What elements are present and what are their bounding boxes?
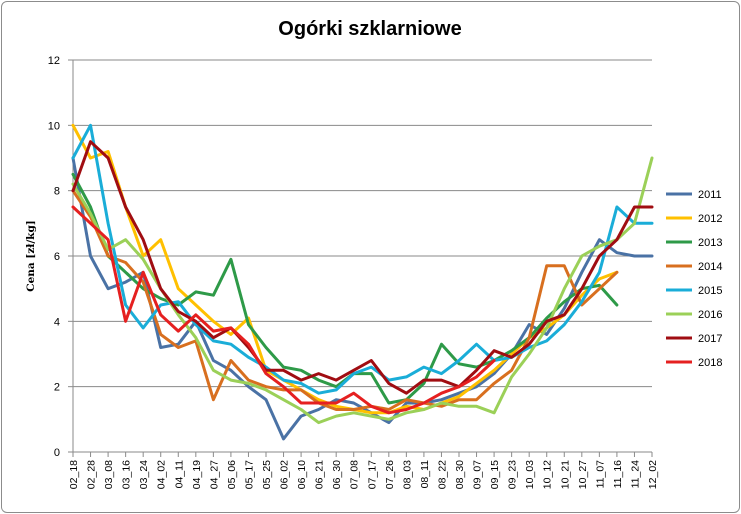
y-tick-label: 0 xyxy=(54,447,60,459)
legend-label: 2011 xyxy=(698,189,722,201)
x-tick-label: 11_16 xyxy=(612,460,624,489)
y-tick-labels: 0 2 4 6 8 10 12 xyxy=(48,55,60,459)
y-tick-label: 4 xyxy=(54,316,60,328)
x-tick-label: 11_24 xyxy=(629,460,641,489)
x-tick-label: 09_23 xyxy=(507,460,519,489)
legend-label: 2016 xyxy=(698,309,722,321)
x-tick-label: 06_21 xyxy=(314,460,326,489)
x-tick-label: 02_28 xyxy=(86,460,98,489)
series-line-2016 xyxy=(71,156,654,425)
x-tick-label: 03_24 xyxy=(138,460,150,489)
x-tick-label: 10_21 xyxy=(559,460,571,489)
chart-title: Ogórki szklarniowe xyxy=(278,18,461,40)
legend-label: 2018 xyxy=(698,357,722,369)
x-tick-label: 06_10 xyxy=(296,460,308,489)
legend-label: 2012 xyxy=(698,213,722,225)
y-tick-label: 6 xyxy=(54,251,60,263)
x-tick-label: 10_12 xyxy=(542,460,554,489)
y-axis-label: Cena [zł/kg] xyxy=(25,220,37,292)
x-tick-label: 08_03 xyxy=(401,460,413,489)
series-line-2017 xyxy=(71,140,654,395)
series-line-2013 xyxy=(71,172,619,405)
x-tick-label: 07_17 xyxy=(366,460,378,489)
y-tick-label: 2 xyxy=(54,382,60,394)
x-tick-label: 05_25 xyxy=(261,460,273,489)
x-tick-label: 04_27 xyxy=(208,460,220,489)
axes xyxy=(68,59,653,457)
x-tick-label: 07_26 xyxy=(384,460,396,489)
x-tick-label: 02_18 xyxy=(68,460,80,489)
x-tick-label: 10_27 xyxy=(577,460,589,489)
series-lines xyxy=(71,123,654,441)
y-tick-label: 12 xyxy=(48,55,60,67)
x-tick-label: 05_17 xyxy=(243,460,255,489)
series-line-2014 xyxy=(71,189,619,411)
x-tick-label: 08_11 xyxy=(419,460,431,489)
legend: 2011 2012 2013 2014 2015 2016 2017 2018 xyxy=(666,189,722,369)
x-tick-label: 09_15 xyxy=(489,460,501,489)
x-tick-label: 03_16 xyxy=(121,460,133,489)
x-tick-label: 03_08 xyxy=(103,460,115,489)
x-tick-label: 09_07 xyxy=(472,460,484,489)
x-tick-label: 12_02 xyxy=(647,460,659,489)
x-tick-label: 10_03 xyxy=(524,460,536,489)
x-tick-label: 08_30 xyxy=(454,460,466,489)
legend-label: 2015 xyxy=(698,285,722,297)
x-tick-label: 07_08 xyxy=(349,460,361,489)
y-tick-label: 10 xyxy=(48,120,60,132)
x-tick-label: 11_07 xyxy=(594,460,606,489)
series-line-2018 xyxy=(71,205,496,415)
x-tick-label: 04_11 xyxy=(173,460,185,489)
x-tick-labels: 02_18 02_28 03_08 03_16 03_24 04_02 04_11 04_19… xyxy=(68,460,659,489)
x-tick-label: 05_06 xyxy=(226,460,238,489)
legend-label: 2013 xyxy=(698,237,722,249)
series-line-2015 xyxy=(71,123,654,395)
legend-label: 2014 xyxy=(698,261,722,273)
x-tick-label: 06_30 xyxy=(331,460,343,489)
x-tick-label: 06_02 xyxy=(279,460,291,489)
x-tick-label: 08_22 xyxy=(436,460,448,489)
y-tick-label: 8 xyxy=(54,186,60,198)
x-tick-label: 04_19 xyxy=(191,460,203,489)
x-tick-label: 04_02 xyxy=(156,460,168,489)
legend-label: 2017 xyxy=(698,333,722,345)
